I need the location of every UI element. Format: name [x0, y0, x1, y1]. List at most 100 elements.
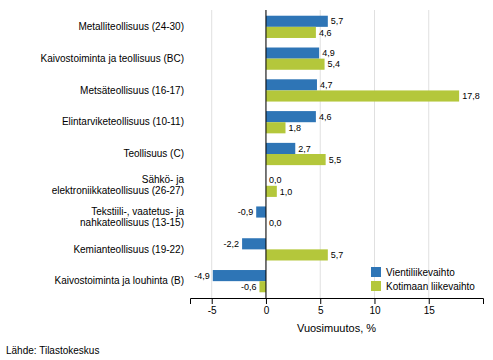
y-tick: Metsäteollisuus (16-17) — [80, 85, 184, 96]
data-label: 1,0 — [280, 187, 293, 197]
data-label: 5,7 — [331, 16, 344, 26]
x-axis-line — [191, 299, 484, 305]
bar — [266, 79, 317, 90]
legend-swatch — [371, 281, 381, 291]
x-tick: 5 — [318, 298, 324, 316]
data-label: -0,9 — [238, 207, 254, 217]
y-tick-label-line: nahkateollisuus (13-15) — [80, 217, 184, 228]
bar — [213, 270, 266, 281]
y-tick: Teollisuus (C) — [123, 148, 184, 159]
y-tick-label-line: elektroniikkateollisuus (26-27) — [52, 185, 184, 196]
bar — [266, 59, 325, 70]
y-tick: Metalliteollisuus (24-30) — [78, 21, 184, 32]
bar — [259, 281, 266, 292]
x-tick-label: 5 — [318, 305, 324, 316]
data-label: 5,7 — [331, 250, 344, 260]
x-axis-title: Vuosimuutos, % — [297, 322, 376, 334]
x-tick-label: 15 — [424, 305, 436, 316]
y-tick-label-line: Tekstiili-, vaatetus- ja — [91, 206, 184, 217]
bar — [266, 48, 319, 59]
bar — [266, 186, 277, 197]
y-tick-label: Sähkö- jaelektroniikkateollisuus (26-27) — [52, 174, 185, 196]
legend-label: Kotimaan liikevaihto — [386, 281, 475, 292]
bar — [266, 111, 316, 122]
y-tick: Elintarviketeollisuus (10-11) — [62, 116, 184, 127]
data-label: 4,9 — [322, 48, 335, 58]
x-tick-label: -5 — [208, 305, 217, 316]
y-tick: Kemianteollisuus (19-22) — [73, 244, 184, 255]
plot: 5,7 4,9 4,7 4,6 2,7 0,0 -0,9 -2,2 -4,9 4,6 5,4 17,8… — [41, 10, 484, 316]
x-tick-mark — [320, 298, 321, 304]
y-tick-label-line: Kaivostoiminta ja teollisuus (BC) — [41, 53, 184, 64]
y-tick-label-line: Kemianteollisuus (19-22) — [73, 244, 184, 255]
y-tick: Kaivostoiminta ja louhinta (B) — [54, 275, 184, 286]
bar — [242, 238, 266, 249]
data-label: 4,7 — [320, 80, 333, 90]
data-label: 5,4 — [328, 59, 341, 69]
y-tick: Tekstiili-, vaatetus- janahkateollisuus … — [80, 206, 184, 228]
legend-item: Vientiliikevaihto — [371, 267, 455, 278]
x-tick-mark — [429, 298, 430, 304]
grid-line — [428, 10, 429, 298]
y-tick-label: Tekstiili-, vaatetus- janahkateollisuus … — [80, 206, 184, 228]
bar — [266, 249, 328, 260]
x-tick-mark — [266, 298, 267, 304]
x-tick-label: 10 — [369, 305, 381, 316]
x-tick: 0 — [264, 298, 270, 316]
y-tick-label: Teollisuus (C) — [123, 148, 184, 159]
y-tick-label: Metalliteollisuus (24-30) — [78, 21, 184, 32]
y-tick: Kaivostoiminta ja teollisuus (BC) — [41, 53, 184, 64]
data-label: 0,0 — [269, 175, 282, 185]
legend-label: Vientiliikevaihto — [386, 267, 455, 278]
grid-line — [265, 10, 266, 298]
data-labels: 5,7 4,9 4,7 4,6 2,7 0,0 -0,9 -2,2 -4,9 4,6 5,4 17,8… — [194, 16, 479, 291]
bar — [266, 122, 286, 133]
x-tick: 15 — [424, 298, 436, 316]
data-label: 2,7 — [298, 144, 311, 154]
data-label-series: 5,7 4,9 4,7 4,6 2,7 0,0 -0,9 -2,2 -4,9 — [194, 16, 343, 280]
chart: 5,7 4,9 4,7 4,6 2,7 0,0 -0,9 -2,2 -4,9 4,6 5,4 17,8… — [0, 0, 493, 360]
bar-series — [259, 27, 459, 292]
bar — [256, 206, 266, 217]
x-tick-mark — [212, 298, 213, 304]
y-tick-label: Kemianteollisuus (19-22) — [73, 244, 184, 255]
grid — [212, 10, 429, 298]
bar — [266, 27, 316, 38]
legend-item: Kotimaan liikevaihto — [371, 281, 475, 292]
x-tick-label: 0 — [264, 305, 270, 316]
y-tick-label: Kaivostoiminta ja teollisuus (BC) — [41, 53, 184, 64]
y-axis: Metalliteollisuus (24-30) Kaivostoiminta … — [41, 21, 185, 286]
y-tick-label: Kaivostoiminta ja louhinta (B) — [54, 275, 184, 286]
x-tick: 10 — [369, 298, 381, 316]
data-label: 5,5 — [329, 155, 342, 165]
y-tick: Sähkö- jaelektroniikkateollisuus (26-27) — [52, 174, 185, 196]
y-tick-label-line: Elintarviketeollisuus (10-11) — [62, 116, 184, 127]
y-tick-label-line: Sähkö- ja — [142, 174, 185, 185]
data-label: -2,2 — [224, 239, 240, 249]
y-tick-label: Metsäteollisuus (16-17) — [80, 85, 184, 96]
grid-line — [374, 10, 375, 298]
y-tick-label-line: Metsäteollisuus (16-17) — [80, 85, 184, 96]
y-tick-label-line: Metalliteollisuus (24-30) — [78, 21, 184, 32]
x-axis: -5 0 5 10 15 — [191, 298, 484, 316]
bar — [266, 90, 459, 101]
legend: Vientiliikevaihto Kotimaan liikevaihto — [371, 267, 475, 292]
zero-line — [265, 10, 266, 298]
data-label: 0,0 — [269, 218, 282, 228]
data-label: -0,6 — [241, 282, 257, 292]
x-tick: -5 — [208, 298, 217, 316]
grid-line — [211, 10, 212, 298]
data-label-series: 4,65,417,81,85,51,00,05,7-0,6 — [241, 28, 480, 292]
data-label: -4,9 — [194, 271, 210, 281]
x-tick-mark — [374, 298, 375, 304]
y-tick-label-line: Teollisuus (C) — [123, 148, 184, 159]
bar — [266, 154, 326, 165]
data-label: 17,8 — [462, 91, 480, 101]
bars — [213, 16, 459, 293]
data-label: 4,6 — [319, 112, 332, 122]
bar — [266, 16, 328, 27]
y-tick-label-line: Kaivostoiminta ja louhinta (B) — [54, 275, 184, 286]
legend-swatch — [371, 267, 381, 277]
data-label: 4,6 — [319, 28, 332, 38]
bar-series — [213, 16, 328, 281]
